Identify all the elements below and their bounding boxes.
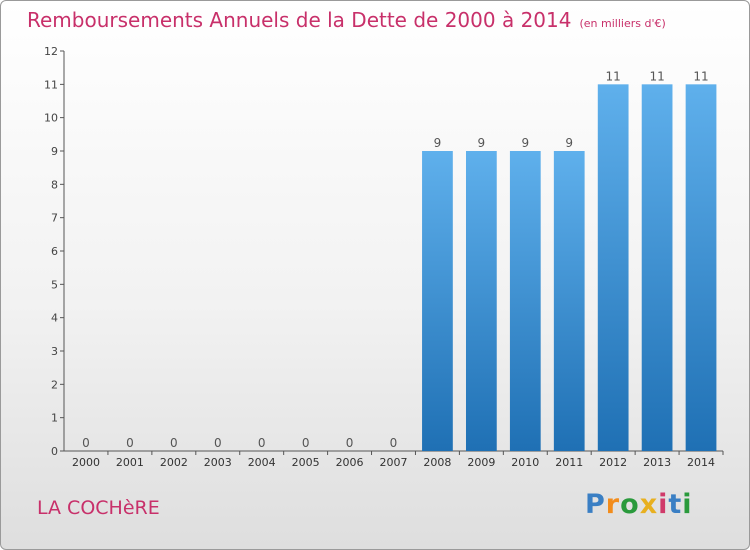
bar	[465, 151, 497, 451]
x-tick-label: 2000	[72, 456, 100, 469]
title-row: Remboursements Annuels de la Dette de 20…	[27, 8, 666, 32]
data-label: 9	[478, 136, 486, 150]
logo-letter: P	[585, 489, 606, 520]
logo-letter: i	[658, 489, 669, 520]
x-tick-label: 2001	[116, 456, 144, 469]
logo-letter: t	[668, 489, 683, 520]
x-tick-label: 2009	[467, 456, 495, 469]
data-label: 0	[214, 436, 222, 450]
data-label: 0	[82, 436, 90, 450]
x-tick-label: 2003	[204, 456, 232, 469]
logo-letter: o	[620, 489, 640, 520]
data-label: 9	[565, 136, 573, 150]
x-tick-label: 2013	[643, 456, 671, 469]
chart-unit: (en milliers d'€)	[579, 17, 666, 30]
logo-letter: x	[639, 489, 659, 520]
chart-title: Remboursements Annuels de la Dette de 20…	[27, 8, 572, 32]
y-tick-label: 5	[51, 278, 58, 291]
data-label: 9	[521, 136, 529, 150]
x-tick-label: 2008	[423, 456, 451, 469]
bar	[597, 84, 629, 451]
y-tick-label: 3	[51, 345, 58, 358]
x-tick-label: 2012	[599, 456, 627, 469]
bar	[641, 84, 673, 451]
x-tick-label: 2011	[555, 456, 583, 469]
y-tick-label: 6	[51, 245, 58, 258]
data-label: 0	[170, 436, 178, 450]
data-label: 0	[258, 436, 266, 450]
x-tick-label: 2002	[160, 456, 188, 469]
x-tick-label: 2005	[292, 456, 320, 469]
y-tick-label: 7	[51, 212, 58, 225]
data-label: 11	[649, 69, 664, 83]
bar	[422, 151, 453, 451]
commune-name: LA COCHèRE	[37, 497, 160, 519]
proxiti-logo: Proxiti	[585, 489, 693, 520]
y-tick-label: 4	[51, 312, 58, 325]
y-tick-label: 10	[44, 112, 58, 125]
logo-letter: r	[605, 489, 621, 520]
bar	[553, 151, 585, 451]
x-tick-label: 2014	[687, 456, 715, 469]
data-label: 0	[302, 436, 310, 450]
y-tick-label: 8	[51, 178, 58, 191]
data-label: 11	[606, 69, 621, 83]
x-tick-label: 2004	[248, 456, 276, 469]
bar	[509, 151, 541, 451]
y-tick-label: 11	[44, 78, 58, 91]
y-tick-label: 0	[51, 445, 58, 458]
y-tick-label: 1	[51, 412, 58, 425]
x-tick-label: 2007	[380, 456, 408, 469]
logo-letter: i	[682, 489, 693, 520]
x-tick-label: 2006	[336, 456, 364, 469]
data-label: 0	[346, 436, 354, 450]
x-tick-label: 2010	[511, 456, 539, 469]
bar	[685, 84, 717, 451]
y-tick-label: 12	[44, 45, 58, 58]
data-label: 0	[390, 436, 398, 450]
data-label: 11	[693, 69, 708, 83]
y-tick-label: 2	[51, 378, 58, 391]
data-label: 9	[434, 136, 442, 150]
y-tick-label: 9	[51, 145, 58, 158]
data-label: 0	[126, 436, 134, 450]
